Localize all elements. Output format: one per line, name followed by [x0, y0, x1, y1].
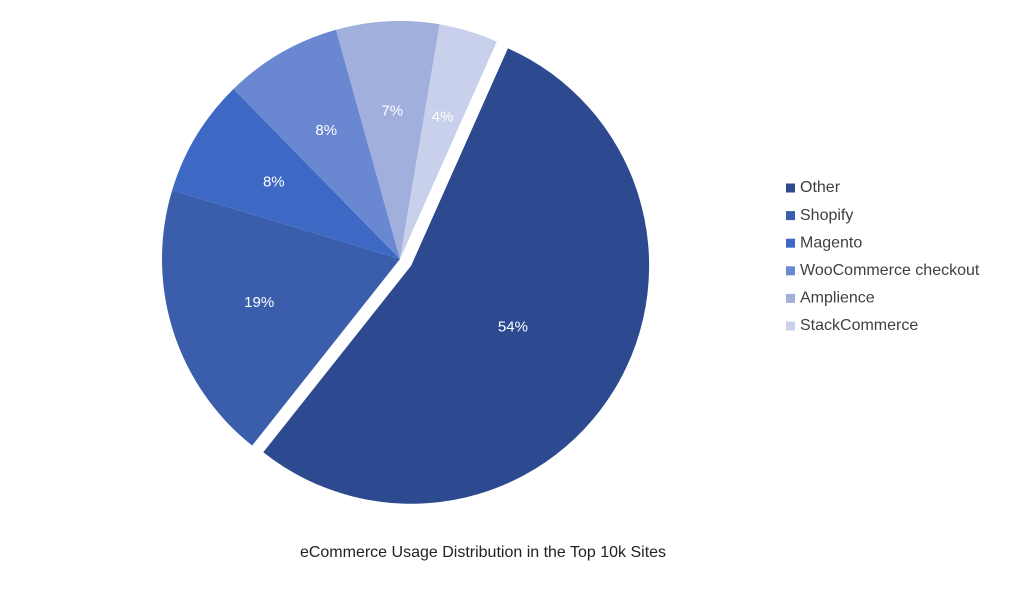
legend-label: Other — [800, 179, 841, 196]
legend-label: StackCommerce — [800, 317, 918, 334]
legend-swatch — [786, 293, 795, 303]
pie-slice — [400, 24, 497, 259]
legend-label: Amplience — [800, 290, 875, 307]
data-label: 19% — [244, 294, 274, 311]
legend-swatch — [786, 211, 795, 221]
data-label: 8% — [315, 122, 337, 139]
pie-slice — [162, 190, 400, 446]
pie-slice — [335, 21, 440, 260]
legend-swatch — [786, 183, 795, 193]
legend-label: WooCommerce checkout — [800, 262, 980, 279]
chart-title: eCommerce Usage Distribution in the Top … — [300, 544, 666, 561]
pie-slice — [172, 88, 400, 259]
data-label: 54% — [498, 318, 528, 335]
legend-swatch — [786, 266, 795, 276]
legend-label: Shopify — [800, 207, 853, 224]
data-label: 7% — [381, 103, 403, 120]
pie-slice — [263, 48, 650, 504]
legend-swatch — [786, 321, 795, 331]
legend-label: Magento — [800, 234, 862, 251]
data-label: 4% — [432, 109, 454, 126]
legend-swatch — [786, 238, 795, 248]
pie-slice — [233, 29, 400, 260]
data-label: 8% — [263, 174, 285, 191]
